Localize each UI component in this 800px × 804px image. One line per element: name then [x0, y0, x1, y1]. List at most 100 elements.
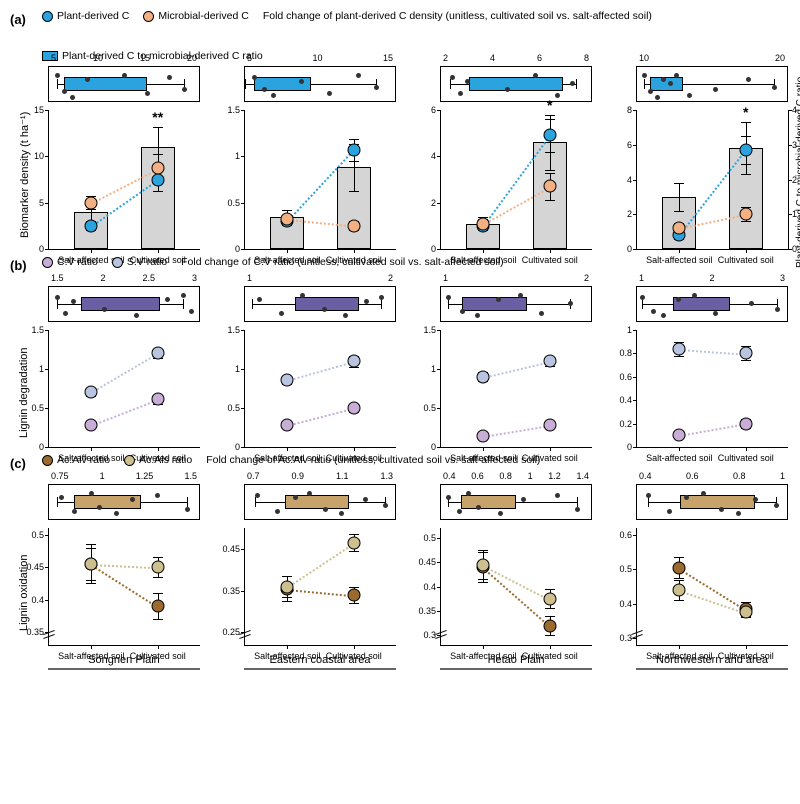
region-col: Hetao Plain	[400, 652, 596, 670]
strip-box	[680, 495, 755, 509]
strip-jitter-point	[692, 293, 697, 298]
strip-col: 0.7511.251.5	[8, 482, 204, 522]
als-point	[281, 580, 294, 593]
als-point	[543, 592, 556, 605]
strip-col: 2468	[400, 64, 596, 104]
strip-box	[462, 297, 526, 311]
cv-point	[673, 429, 686, 442]
strip-box	[64, 77, 147, 91]
strip-jitter-point	[383, 503, 388, 508]
ytick-label: 6	[607, 140, 632, 150]
strip-jitter-point	[746, 77, 751, 82]
ytick-label: 0.5	[607, 564, 632, 574]
strip-jitter-point	[458, 91, 463, 96]
plot-col: 00.511.5Salt-affected soilCultivated soi…	[8, 328, 204, 450]
strip-jitter-point	[327, 91, 332, 96]
legend-text: Fold change of plant-derived C density (…	[263, 10, 652, 22]
strip-tick-label: 2	[443, 53, 448, 63]
strip-jitter-point	[63, 311, 68, 316]
plot-col: 00.511.5Salt-affected soilCultivated soi…	[204, 108, 400, 252]
legend-text: Fold change of C:V ratio (unitless, cult…	[181, 256, 504, 268]
legend-text: Fold change of Ac:Alv ratio (unitless, c…	[206, 454, 540, 466]
plot-col: 0246Salt-affected soilCultivated soil*	[400, 108, 596, 252]
plot-col: 0.350.40.450.5Salt-affected soilCultivat…	[8, 526, 204, 648]
ytick-label: 0.4	[607, 599, 632, 609]
region-label: Northwestern arid area	[636, 654, 788, 670]
ytick-label: 0.35	[411, 606, 436, 616]
cv-point	[151, 393, 164, 406]
significance-marker: **	[152, 109, 163, 125]
panel-a-ylabel-right: Plant-derived C to microbial-derived C r…	[795, 76, 800, 267]
connector-line	[91, 354, 158, 395]
connector-line	[287, 589, 354, 597]
strip-jitter-point	[85, 77, 90, 82]
connector-line	[679, 424, 746, 438]
legend-item: S:V ratio	[112, 256, 167, 268]
strip-ticks: 12	[441, 273, 591, 283]
strip-box	[81, 297, 160, 311]
plot-col: 00.20.40.60.81Salt-affected soilCultivat…	[596, 328, 792, 450]
strip-jitter-point	[62, 89, 67, 94]
strip-col: 123	[596, 284, 792, 324]
strip-ticks: 0.40.60.811.21.4	[441, 471, 591, 481]
strip-jitter-point	[646, 493, 651, 498]
als-point	[477, 558, 490, 571]
strip-jitter-point	[255, 493, 260, 498]
axis-break	[435, 631, 447, 639]
strip-tick-label: 1.4	[576, 471, 589, 481]
strip-jitter-point	[476, 505, 481, 510]
strip-col: 12	[204, 284, 400, 324]
strip-jitter-point	[89, 491, 94, 496]
strip-tick-label: 8	[584, 53, 589, 63]
connector-line	[287, 543, 355, 589]
strip-jitter-point	[102, 307, 107, 312]
legend-item: C:V ratio	[42, 256, 98, 268]
connector-line	[91, 564, 158, 569]
strip-tick-label: 0.75	[51, 471, 69, 481]
plot-col: 00.511.5Salt-affected soilCultivated soi…	[400, 328, 596, 450]
strip-jitter-point	[122, 73, 127, 78]
strip-jitter-point	[55, 295, 60, 300]
strip-jitter-point	[642, 73, 647, 78]
strip-jitter-point	[772, 85, 777, 90]
fold-change-strip: 0.40.60.81	[636, 484, 788, 520]
als-point	[347, 536, 360, 549]
strip-tick-label: 2	[388, 273, 393, 283]
strip-jitter-point	[165, 297, 170, 302]
ytick-label: 0.5	[411, 403, 436, 413]
panel-c: (c) Ac:Alv ratioAc:Als ratioFold change …	[8, 454, 792, 670]
strip-jitter-point	[271, 93, 276, 98]
ytick-label: 1	[607, 325, 632, 335]
ytick-label: 0.3	[607, 633, 632, 643]
panel-c-label: (c)	[10, 456, 26, 471]
ytick-label: 2	[411, 198, 436, 208]
ratio-plot: 00.511.5Salt-affected soilCultivated soi…	[440, 330, 592, 448]
strip-jitter-point	[293, 495, 298, 500]
strip-col: 0.40.60.81	[596, 482, 792, 522]
ytick-label: 0.45	[19, 562, 44, 572]
strip-tick-label: 4	[490, 53, 495, 63]
ytick-label: 1.5	[19, 325, 44, 335]
fold-change-strip: 1.522.53	[48, 286, 200, 322]
panel-a-plots: Biomarker density (t ha⁻¹) 051015Salt-af…	[8, 108, 792, 252]
strip-jitter-point	[59, 495, 64, 500]
strip-jitter-point	[518, 293, 523, 298]
strip-jitter-point	[322, 307, 327, 312]
strip-jitter-point	[450, 75, 455, 80]
strip-jitter-point	[736, 511, 741, 516]
alv-point	[543, 619, 556, 632]
strip-jitter-point	[279, 311, 284, 316]
strip-jitter-point	[97, 505, 102, 510]
ytick-label: 0.6	[607, 530, 632, 540]
strip-tick-label: 0.8	[499, 471, 512, 481]
strip-tick-label: 0.6	[686, 471, 699, 481]
plant-point	[347, 143, 360, 156]
legend-marker-dot	[112, 257, 123, 268]
connector-line	[483, 425, 550, 438]
strip-tick-label: 1.25	[136, 471, 154, 481]
panel-c-strips: 0.7511.251.50.70.91.11.30.40.60.811.21.4…	[8, 482, 792, 522]
strip-ticks: 12	[245, 273, 395, 283]
connector-line	[287, 408, 354, 427]
ytick-label: 0.6	[607, 372, 632, 382]
region-col: Northwestern arid area	[596, 652, 792, 670]
